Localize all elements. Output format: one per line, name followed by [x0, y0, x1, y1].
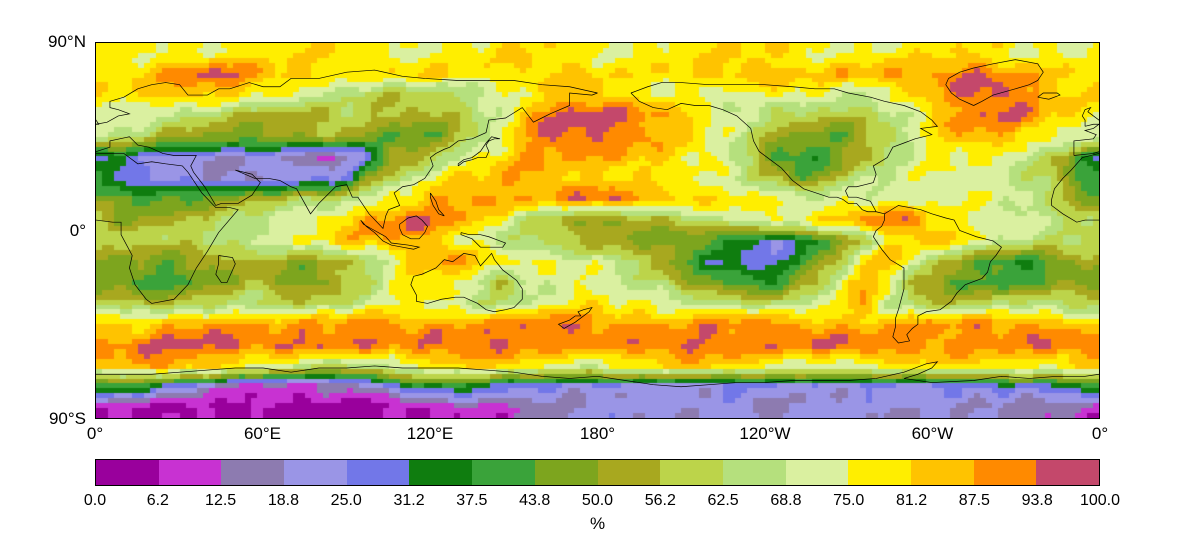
colorbar: [95, 459, 1100, 486]
y-axis-label-90n: 90°N: [48, 32, 86, 51]
colorbar-segment: [284, 460, 347, 485]
colorbar-segment: [722, 460, 786, 485]
x-axis-label-120e: 120°E: [406, 424, 454, 443]
coastline-path: [598, 362, 1100, 387]
colorbar-segment: [660, 460, 723, 485]
colorbar-segment: [1036, 460, 1099, 485]
coastline-path: [400, 216, 428, 239]
colorbar-tick-label: 87.5: [958, 492, 990, 509]
colorbar-tick-label: 6.2: [146, 492, 169, 509]
x-axis-label-0w: 0°: [1091, 424, 1109, 443]
coastline-overlay: [96, 43, 1099, 418]
colorbar-tick-label: 0.0: [83, 492, 107, 509]
x-axis-label-60e: 60°E: [243, 424, 282, 443]
coastline-path: [873, 206, 1001, 344]
x-axis-label-120w: 120°W: [739, 424, 791, 443]
colorbar-tick-label: 12.5: [205, 492, 237, 509]
colorbar-tick-label: 37.5: [456, 492, 488, 509]
coastline-path: [461, 233, 506, 248]
coastline-path: [96, 70, 598, 155]
colorbar-tick-label: 75.0: [833, 492, 865, 509]
colorbar-tick-label: 56.2: [644, 492, 676, 509]
colorbar-segment: [534, 460, 598, 485]
y-axis-label-0: 0°: [69, 220, 86, 240]
y-axis: 90°N 0° 90°S: [0, 32, 86, 428]
colorbar-segment: [597, 460, 661, 485]
coastline-path: [216, 256, 236, 283]
coastline-path: [946, 60, 1044, 106]
x-axis: 0° 60°E 120°E 180° 120°W 60°W 0°: [87, 424, 1108, 446]
coastline-path: [361, 220, 420, 249]
colorbar-tick-label: 100.0: [1079, 492, 1121, 509]
colorbar-tick-label: 18.8: [267, 492, 300, 509]
colorbar-segment: [346, 460, 410, 485]
coastline-path: [96, 108, 99, 127]
coastline-path: [1074, 93, 1099, 228]
colorbar-tick-label: 68.8: [770, 492, 802, 509]
colorbar-tick-label: 50.0: [581, 492, 614, 509]
colorbar-segment: [910, 460, 974, 485]
colorbar-tick-label: 93.8: [1021, 492, 1053, 509]
colorbar-tick-labels: 0.0 6.2 12.5 18.8 25.0 31.2 37.5 43.8 50.0 56.2 62…: [84, 492, 1120, 512]
coastline-path: [631, 83, 937, 214]
x-axis-label-180: 180°: [579, 424, 616, 443]
x-axis-label-0e: 0°: [86, 424, 104, 443]
colorbar-tick-label: 62.5: [707, 492, 739, 509]
coastline-path: [411, 253, 522, 311]
colorbar-segment: [848, 460, 911, 485]
colorbar-segment: [96, 460, 159, 485]
coastline-path: [430, 193, 444, 216]
colorbar-tick-label: 25.0: [330, 492, 362, 509]
map-plot-area: [95, 42, 1100, 419]
colorbar-segment: [472, 460, 535, 485]
coastline-path: [96, 362, 598, 387]
coastline-path: [558, 308, 591, 329]
coastline-path: [1082, 108, 1099, 127]
coastline-path: [96, 93, 598, 228]
colorbar-segment: [409, 460, 473, 485]
coastline-path: [1052, 153, 1099, 303]
colorbar-segment: [785, 460, 849, 485]
colorbar-tick-label: 31.2: [393, 492, 425, 509]
colorbar-tick-label: 81.2: [895, 492, 928, 509]
coastline-path: [1074, 70, 1099, 155]
y-axis-label-90s: 90°S: [48, 409, 86, 428]
colorbar-unit-label: %: [589, 514, 606, 533]
heatmap-canvas: [96, 43, 1099, 418]
colorbar-segment: [158, 460, 222, 485]
colorbar-tick-label: 43.8: [519, 492, 551, 509]
coastline-path: [458, 137, 500, 166]
coastline-path: [1038, 93, 1060, 99]
colorbar-segment: [221, 460, 285, 485]
x-axis-label-60w: 60°W: [911, 424, 954, 443]
coastline-path: [96, 153, 238, 303]
colorbar-segment: [973, 460, 1037, 485]
